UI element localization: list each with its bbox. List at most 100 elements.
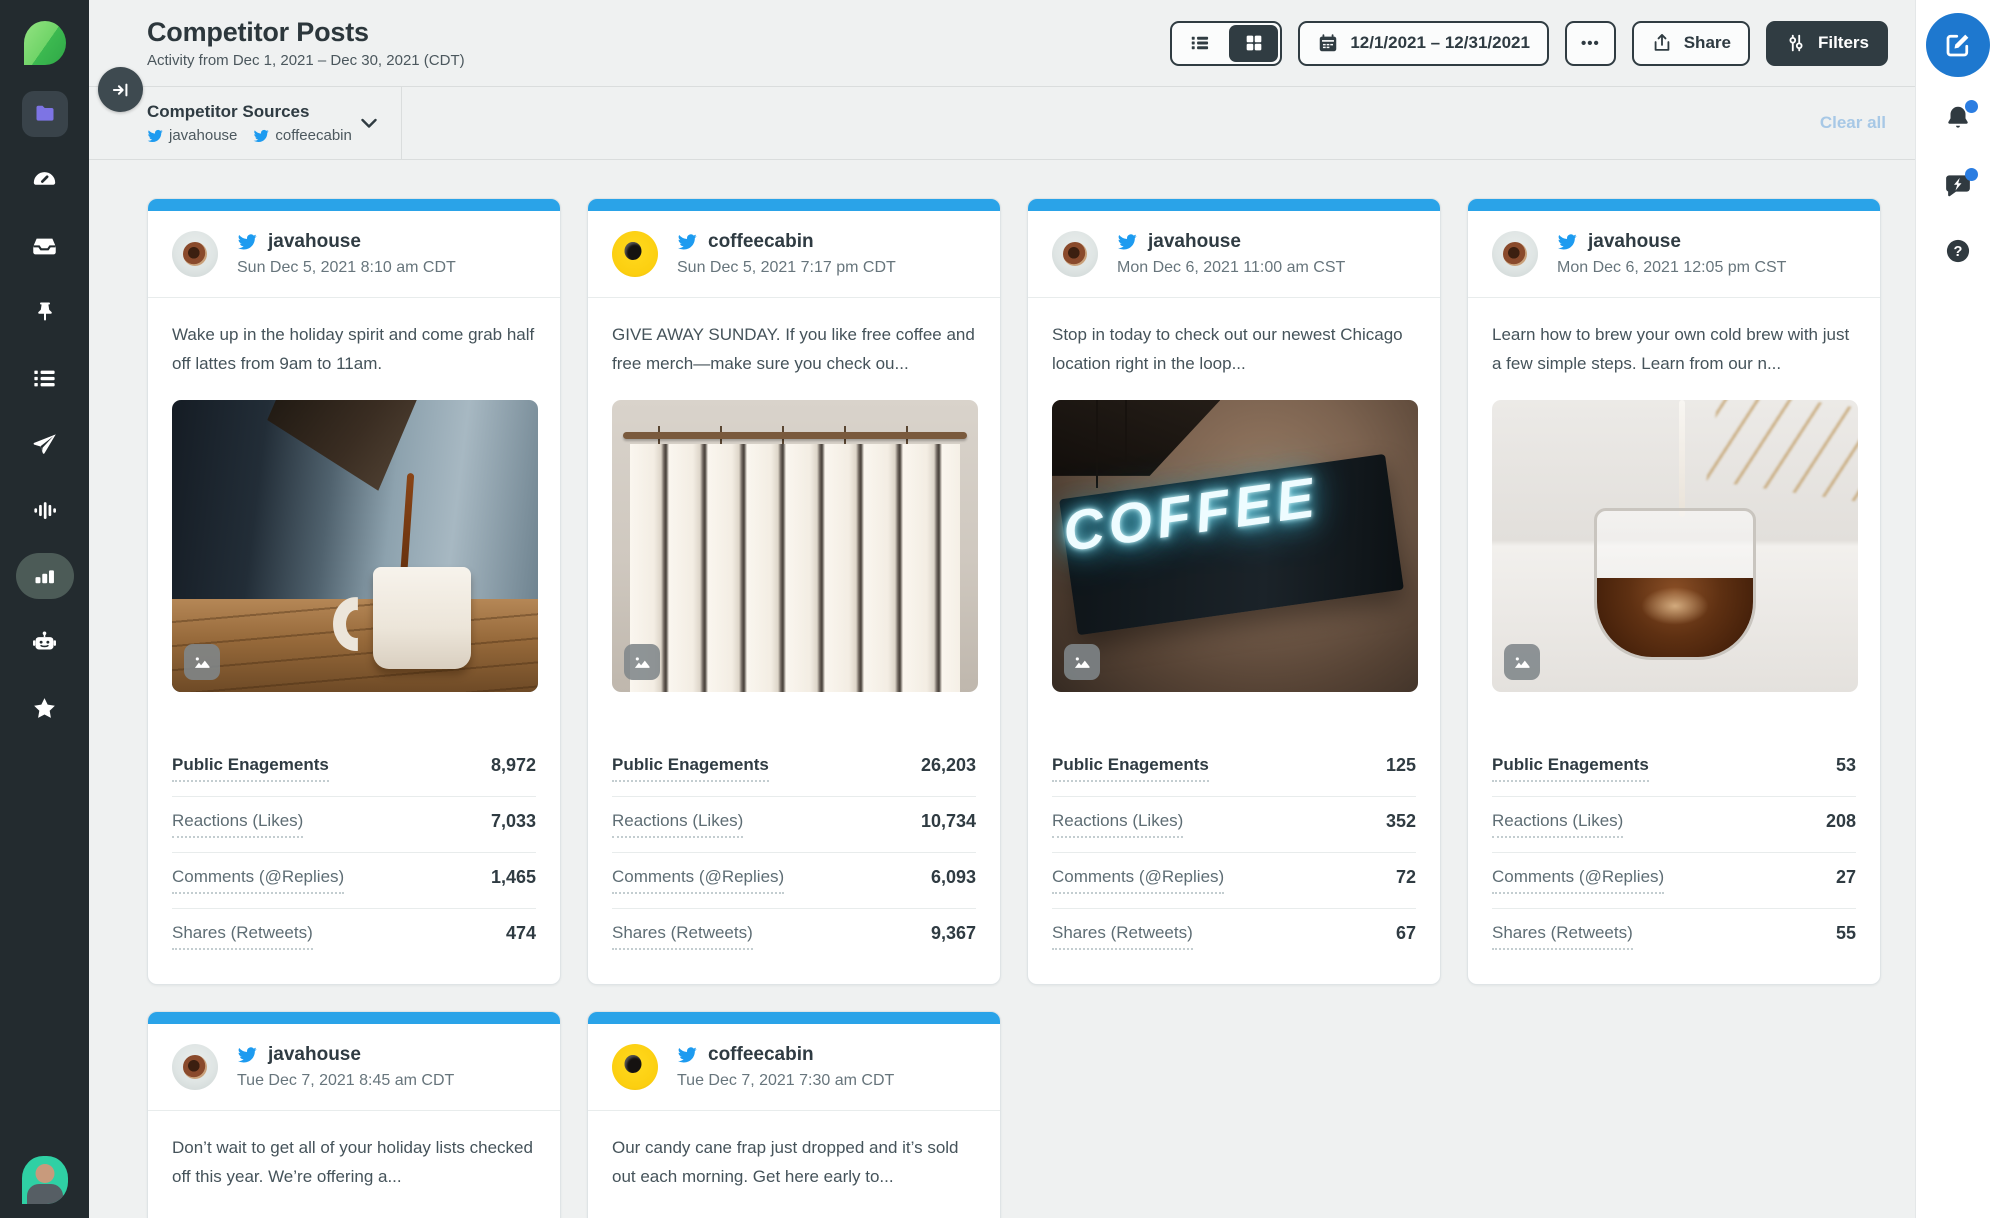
stat-label-comments: Comments (@Replies) <box>172 867 345 894</box>
filters-button[interactable]: Filters <box>1765 20 1888 66</box>
twitter-icon <box>677 234 697 250</box>
post-timestamp: Mon Dec 6, 2021 11:00 am CST <box>1117 259 1346 276</box>
main-content: Competitor Posts Activity from Dec 1, 20… <box>89 0 1915 1218</box>
account-avatar-javahouse <box>1492 231 1538 277</box>
paper-plane-icon <box>33 433 56 454</box>
stat-value-comments: 6,093 <box>930 867 976 887</box>
source-account: javahouse <box>147 127 237 144</box>
stat-row: Comments (@Replies) 72 <box>1052 852 1416 908</box>
sprout-logo[interactable] <box>22 20 68 66</box>
stat-label-reactions: Reactions (Likes) <box>612 811 744 838</box>
page-title: Competitor Posts <box>147 17 369 47</box>
sidebar-item-automation[interactable] <box>22 619 68 665</box>
stat-label-engagements: Public Enagements <box>172 755 329 782</box>
post-header: coffeecabin Sun Dec 5, 2021 7:17 pm CDT <box>588 211 1000 298</box>
stat-row: Comments (@Replies) 6,093 <box>612 852 976 908</box>
stat-label-shares: Shares (Retweets) <box>612 923 753 950</box>
stat-value-reactions: 208 <box>1825 811 1856 831</box>
post-header: javahouse Mon Dec 6, 2021 12:05 pm CST <box>1468 211 1880 298</box>
network-color-bar <box>588 199 1000 211</box>
post-image[interactable]: COFFEE <box>1052 400 1418 692</box>
stat-row: Public Enagements 125 <box>1052 741 1416 796</box>
collapse-sidebar-button[interactable] <box>98 67 143 112</box>
date-range-button[interactable]: 12/1/2021 – 12/31/2021 <box>1298 20 1549 66</box>
sidebar-item-listening[interactable] <box>22 487 68 533</box>
network-color-bar <box>1028 199 1440 211</box>
post-header: javahouse Mon Dec 6, 2021 11:00 am CST <box>1028 211 1440 298</box>
chevron-down-icon <box>361 118 377 128</box>
stat-label-engagements: Public Enagements <box>1492 755 1649 782</box>
stat-row: Shares (Retweets) 67 <box>1052 908 1416 964</box>
stat-label-reactions: Reactions (Likes) <box>172 811 304 838</box>
stat-value-shares: 55 <box>1835 923 1856 943</box>
list-view-toggle[interactable] <box>1172 23 1227 64</box>
post-stats: Public Enagements 125 Reactions (Likes) 352… <box>1028 739 1440 984</box>
stat-value-comments: 72 <box>1395 867 1416 887</box>
sidebar-item-publishing[interactable] <box>22 421 68 467</box>
stat-row: Public Enagements 8,972 <box>172 741 536 796</box>
title-block: Competitor Posts Activity from Dec 1, 20… <box>147 17 465 69</box>
competitor-sources-dropdown[interactable]: Competitor Sources javahouse coffeecabin <box>89 86 402 160</box>
stat-value-comments: 27 <box>1835 867 1856 887</box>
post-header: javahouse Tue Dec 7, 2021 8:45 am CDT <box>148 1024 560 1111</box>
stat-label-comments: Comments (@Replies) <box>612 867 785 894</box>
post-image[interactable] <box>612 400 978 692</box>
post-stats: Public Enagements 8,972 Reactions (Likes) 7… <box>148 739 560 984</box>
post-image[interactable] <box>1492 400 1858 692</box>
post-timestamp: Mon Dec 6, 2021 12:05 pm CST <box>1557 259 1787 276</box>
stat-row: Reactions (Likes) 208 <box>1492 796 1856 852</box>
post-header: javahouse Sun Dec 5, 2021 8:10 am CDT <box>148 211 560 298</box>
feedback-badge <box>1965 168 1978 181</box>
sidebar-item-tasks[interactable] <box>22 355 68 401</box>
account-name: javahouse <box>268 1044 361 1065</box>
feedback-button[interactable] <box>1943 168 1978 201</box>
user-avatar[interactable] <box>21 1156 68 1204</box>
sidebar-item-folders[interactable] <box>21 91 68 137</box>
network-color-bar <box>148 199 560 211</box>
sidebar-item-reports-active[interactable] <box>15 553 74 599</box>
sidebar-item-pinned[interactable] <box>22 289 68 335</box>
twitter-icon <box>677 1047 697 1063</box>
sidebar-item-premium[interactable] <box>22 685 68 731</box>
photo-badge-icon <box>1064 644 1100 680</box>
sidebar-item-dashboard[interactable] <box>22 157 68 203</box>
list-view-icon <box>1191 36 1208 50</box>
stat-row: Shares (Retweets) 474 <box>172 908 536 964</box>
stat-row: Reactions (Likes) 352 <box>1052 796 1416 852</box>
stat-label-engagements: Public Enagements <box>1052 755 1209 782</box>
source-account: coffeecabin <box>253 127 352 144</box>
waveform-icon <box>34 501 56 519</box>
more-options-button[interactable]: ••• <box>1564 20 1616 66</box>
post-card: javahouse Sun Dec 5, 2021 8:10 am CDT Wake… <box>147 198 561 985</box>
svg-text:?: ? <box>1954 244 1963 260</box>
sidebar-item-inbox[interactable] <box>22 223 68 269</box>
post-body: Wake up in the holiday spirit and come g… <box>148 298 560 692</box>
stat-row: Shares (Retweets) 55 <box>1492 908 1856 964</box>
help-button[interactable]: ? <box>1944 237 1972 265</box>
stat-value-reactions: 352 <box>1385 811 1416 831</box>
post-timestamp: Tue Dec 7, 2021 7:30 am CDT <box>677 1072 895 1089</box>
list-icon <box>34 370 55 386</box>
stat-value-engagements: 8,972 <box>490 755 536 775</box>
stat-value-reactions: 10,734 <box>920 811 976 831</box>
notifications-button[interactable] <box>1943 100 1978 133</box>
bell-icon <box>1948 106 1968 128</box>
notification-badge <box>1965 100 1978 113</box>
right-sidebar: ? <box>1915 0 2000 1218</box>
grid-view-toggle[interactable] <box>1229 24 1279 62</box>
post-card: javahouse Tue Dec 7, 2021 8:45 am CDT Don’… <box>147 1011 561 1218</box>
compose-button[interactable] <box>1926 13 1990 77</box>
post-card: javahouse Mon Dec 6, 2021 11:00 am CST Sto… <box>1027 198 1441 985</box>
post-image[interactable] <box>172 400 538 692</box>
twitter-icon <box>1117 234 1137 250</box>
stat-value-engagements: 125 <box>1385 755 1416 775</box>
post-body: Don’t wait to get all of your holiday li… <box>148 1111 560 1213</box>
account-name: coffeecabin <box>708 1044 814 1065</box>
share-button[interactable]: Share <box>1631 20 1750 66</box>
stat-label-reactions: Reactions (Likes) <box>1052 811 1184 838</box>
page-header: Competitor Posts Activity from Dec 1, 20… <box>89 0 1915 87</box>
network-color-bar <box>148 1012 560 1024</box>
ellipsis-icon: ••• <box>1580 34 1600 52</box>
clear-all-link[interactable]: Clear all <box>1819 113 1886 132</box>
pin-icon <box>37 302 52 321</box>
